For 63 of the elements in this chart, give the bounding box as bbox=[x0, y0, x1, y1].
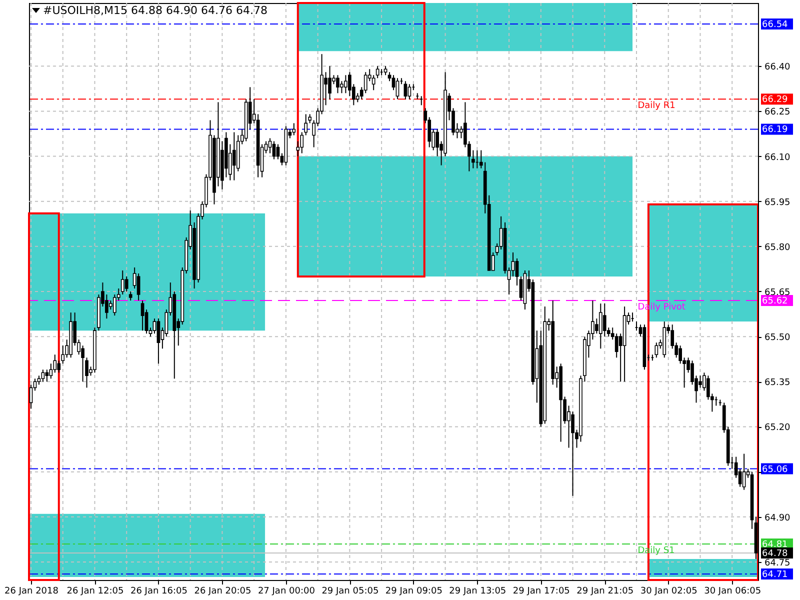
candlestick bbox=[654, 342, 658, 358]
candlestick bbox=[396, 78, 400, 100]
candlestick bbox=[136, 272, 140, 302]
x-tick-label: 29 Jan 05:05 bbox=[322, 586, 379, 596]
x-tick-label: 30 Jan 06:05 bbox=[704, 586, 762, 596]
candlestick bbox=[602, 303, 606, 338]
candlestick bbox=[364, 72, 368, 94]
text: 64.81 bbox=[762, 540, 788, 550]
candlestick bbox=[292, 122, 296, 136]
candlestick bbox=[340, 80, 344, 94]
candlestick bbox=[598, 303, 602, 350]
candlestick bbox=[519, 276, 523, 302]
x-tick-label: 26 Jan 20:05 bbox=[194, 586, 252, 596]
candlestick bbox=[515, 258, 519, 286]
ref-line-label: Daily Pivot bbox=[638, 302, 686, 313]
candlestick bbox=[344, 74, 348, 94]
candlestick bbox=[408, 84, 412, 100]
candlestick bbox=[124, 276, 128, 292]
y-tick-label: 64.90 bbox=[764, 513, 791, 524]
y-tick-label: 65.95 bbox=[764, 198, 790, 208]
y-tick-label: 66.25 bbox=[764, 108, 790, 118]
candlestick bbox=[120, 270, 124, 296]
y-tick-label: 64.75 bbox=[764, 558, 790, 568]
candlestick bbox=[105, 294, 108, 320]
candlestick bbox=[108, 300, 112, 310]
x-tick-label: 29 Jan 21:05 bbox=[576, 586, 634, 596]
x-tick-label: 26 Jan 2018 bbox=[4, 586, 59, 596]
candlestick bbox=[45, 369, 49, 382]
x-tick-label: 29 Jan 17:05 bbox=[512, 586, 570, 596]
text: 64.78 bbox=[762, 548, 788, 559]
text: 64.71 bbox=[762, 570, 788, 580]
candlestick bbox=[336, 74, 340, 94]
ref-line-label: Daily R1 bbox=[638, 101, 676, 112]
candlestick bbox=[698, 375, 702, 388]
candlestick bbox=[128, 291, 132, 302]
x-tick-label: 26 Jan 16:05 bbox=[130, 586, 188, 596]
y-tick-label: 65.50 bbox=[764, 333, 791, 344]
candlestick bbox=[678, 345, 682, 364]
x-tick-label: 29 Jan 13:05 bbox=[449, 586, 506, 596]
x-tick-label: 27 Jan 00:00 bbox=[258, 586, 316, 596]
candlestick bbox=[156, 318, 160, 364]
candlestick bbox=[436, 128, 439, 157]
candlestick bbox=[140, 300, 144, 332]
chart-title: #USOILH8,M15 64.88 64.90 64.76 64.78 bbox=[43, 4, 268, 17]
text: 65.06 bbox=[762, 464, 788, 475]
text: 66.29 bbox=[762, 95, 788, 106]
y-tick-label: 65.20 bbox=[764, 423, 791, 434]
y-tick-label: 65.80 bbox=[764, 242, 791, 253]
candlestick bbox=[232, 132, 236, 181]
x-tick-label: 30 Jan 02:05 bbox=[640, 586, 698, 596]
candlestick bbox=[511, 252, 515, 277]
candlestick bbox=[404, 80, 408, 100]
candlestick bbox=[384, 66, 388, 76]
text: 66.19 bbox=[762, 125, 788, 136]
candlestick bbox=[41, 369, 45, 382]
y-tick-label: 66.40 bbox=[764, 62, 791, 73]
y-tick-label: 65.35 bbox=[764, 378, 790, 388]
x-tick-label: 29 Jan 09:05 bbox=[385, 586, 442, 596]
x-tick-label: 26 Jan 12:05 bbox=[66, 586, 124, 596]
candlestick bbox=[49, 363, 53, 380]
y-tick-label: 66.10 bbox=[764, 152, 791, 163]
text: 65.62 bbox=[762, 296, 788, 307]
text: 66.54 bbox=[762, 20, 788, 30]
